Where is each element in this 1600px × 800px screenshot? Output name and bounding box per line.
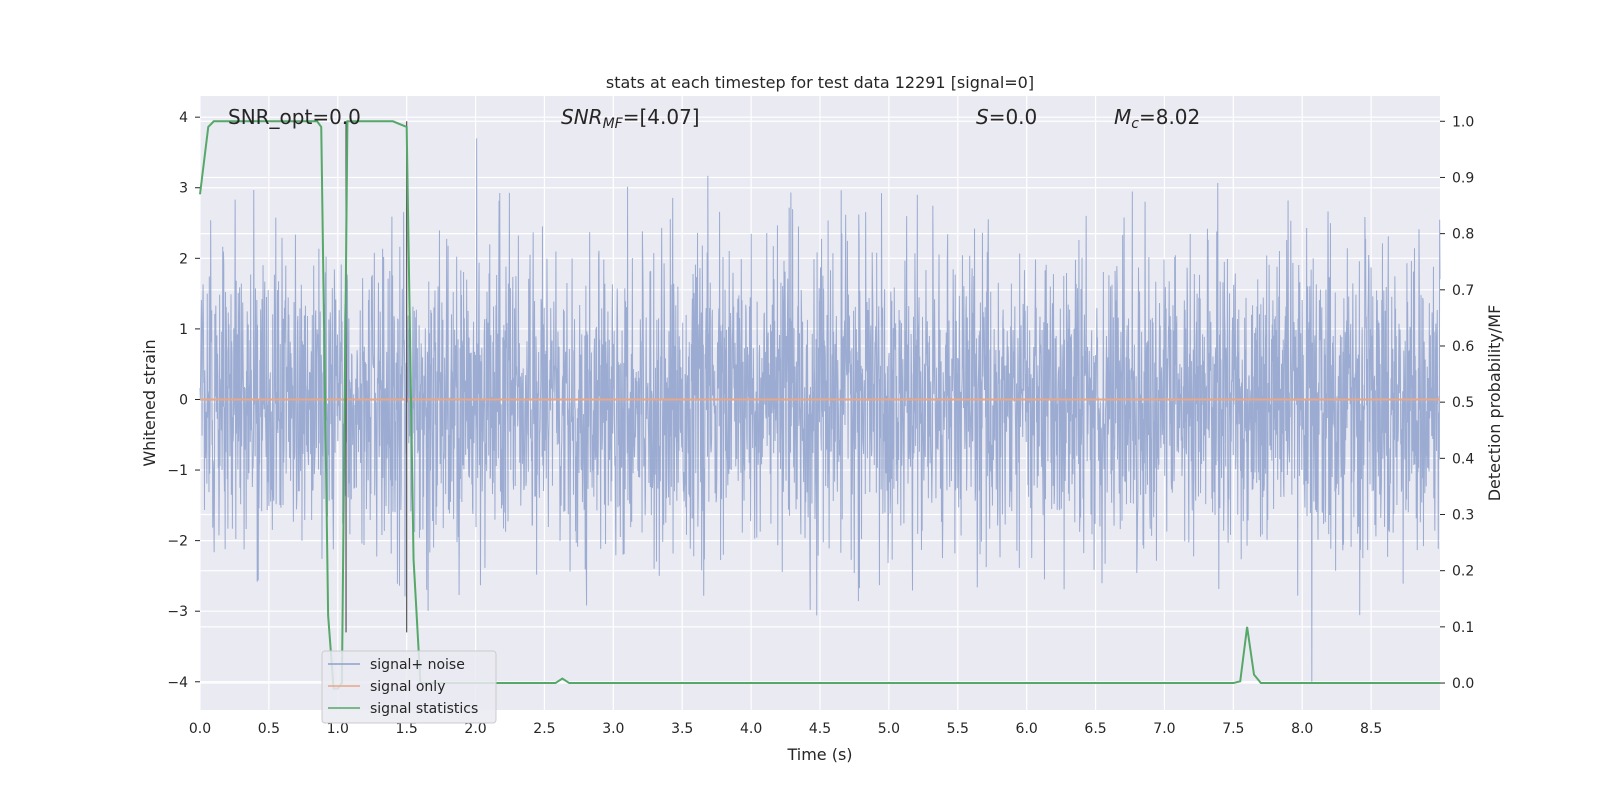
mc-sub: c <box>1131 116 1139 132</box>
y-right-tick-label: 0.0 <box>1452 676 1474 692</box>
x-tick-label: 3.5 <box>671 721 693 737</box>
y-right-tick-label: 0.6 <box>1452 339 1474 355</box>
y-right-axis-ticks: 1.0 0.9 0.8 0.7 0.6 0.5 0.4 0.3 0.2 0.1 0.0 <box>1440 114 1474 692</box>
y-right-tick-label: 1.0 <box>1452 114 1474 130</box>
x-tick-label: 7.5 <box>1222 721 1244 737</box>
x-tick-label: 5.0 <box>878 721 900 737</box>
snr-mf-sub: MF <box>603 116 624 132</box>
legend-label-signal-only: signal only <box>370 679 445 695</box>
snr-mf-main: SNR <box>561 105 603 129</box>
mc-annotation: Mc=8.02 <box>1114 105 1200 132</box>
y-left-tick-label: 2 <box>179 251 188 267</box>
y-right-tick-label: 0.8 <box>1452 227 1474 243</box>
y-right-tick-label: 0.7 <box>1452 283 1474 299</box>
y-left-axis-ticks: 4 3 2 1 0 −1 −2 −3 −4 <box>167 110 200 691</box>
y-right-tick-label: 0.4 <box>1452 451 1474 467</box>
s-value: =0.0 <box>989 105 1038 129</box>
x-axis-label: Time (s) <box>786 745 852 764</box>
y-left-tick-label: −1 <box>167 463 188 479</box>
legend-label-signal-statistics: signal statistics <box>370 701 478 717</box>
x-tick-label: 2.5 <box>533 721 555 737</box>
x-axis-ticks: 0.0 0.5 1.0 1.5 2.0 2.5 3.0 3.5 4.0 4.5 5.0 5.5 6.0 6… <box>189 721 1382 737</box>
mc-main: M <box>1114 105 1131 129</box>
s-annotation: S=0.0 <box>976 105 1037 129</box>
y-right-tick-label: 0.5 <box>1452 395 1474 411</box>
x-tick-label: 6.0 <box>1016 721 1038 737</box>
x-tick-label: 5.5 <box>947 721 969 737</box>
x-tick-label: 1.5 <box>396 721 418 737</box>
snr-opt-annotation: SNR_opt=0.0 <box>228 105 361 129</box>
y-right-axis-label: Detection probability/MF <box>1485 305 1504 502</box>
x-tick-label: 2.0 <box>464 721 486 737</box>
y-right-tick-label: 0.3 <box>1452 508 1474 524</box>
x-tick-label: 1.0 <box>327 721 349 737</box>
snr-mf-value: =[4.07] <box>623 105 700 129</box>
legend-box <box>321 650 497 724</box>
y-left-tick-label: 0 <box>179 392 188 408</box>
legend-label-signal-plus-noise: signal+ noise <box>370 657 465 673</box>
x-tick-label: 0.0 <box>189 721 211 737</box>
mc-value: =8.02 <box>1139 105 1200 129</box>
x-tick-label: 4.5 <box>809 721 831 737</box>
chart-title: stats at each timestep for test data 122… <box>606 73 1034 92</box>
y-left-tick-label: −4 <box>167 675 188 691</box>
x-tick-label: 6.5 <box>1084 721 1106 737</box>
x-tick-label: 7.0 <box>1153 721 1175 737</box>
x-tick-label: 8.0 <box>1291 721 1313 737</box>
y-left-tick-label: −2 <box>167 534 188 550</box>
y-left-axis-label: Whitened strain <box>140 339 159 466</box>
x-tick-label: 0.5 <box>258 721 280 737</box>
snr-mf-annotation: SNRMF=[4.07] <box>561 105 700 132</box>
y-left-tick-label: 4 <box>179 110 188 126</box>
y-right-tick-label: 0.1 <box>1452 620 1474 636</box>
y-left-tick-label: 3 <box>179 181 188 197</box>
y-right-tick-label: 0.2 <box>1452 564 1474 580</box>
s-main: S <box>976 105 989 129</box>
y-left-tick-label: −3 <box>167 604 188 620</box>
x-tick-label: 3.0 <box>602 721 624 737</box>
x-tick-label: 4.0 <box>740 721 762 737</box>
y-left-tick-label: 1 <box>179 322 188 338</box>
y-right-tick-label: 0.9 <box>1452 170 1474 186</box>
legend: signal+ noise signal only signal statist… <box>321 650 497 724</box>
x-tick-label: 8.5 <box>1360 721 1382 737</box>
